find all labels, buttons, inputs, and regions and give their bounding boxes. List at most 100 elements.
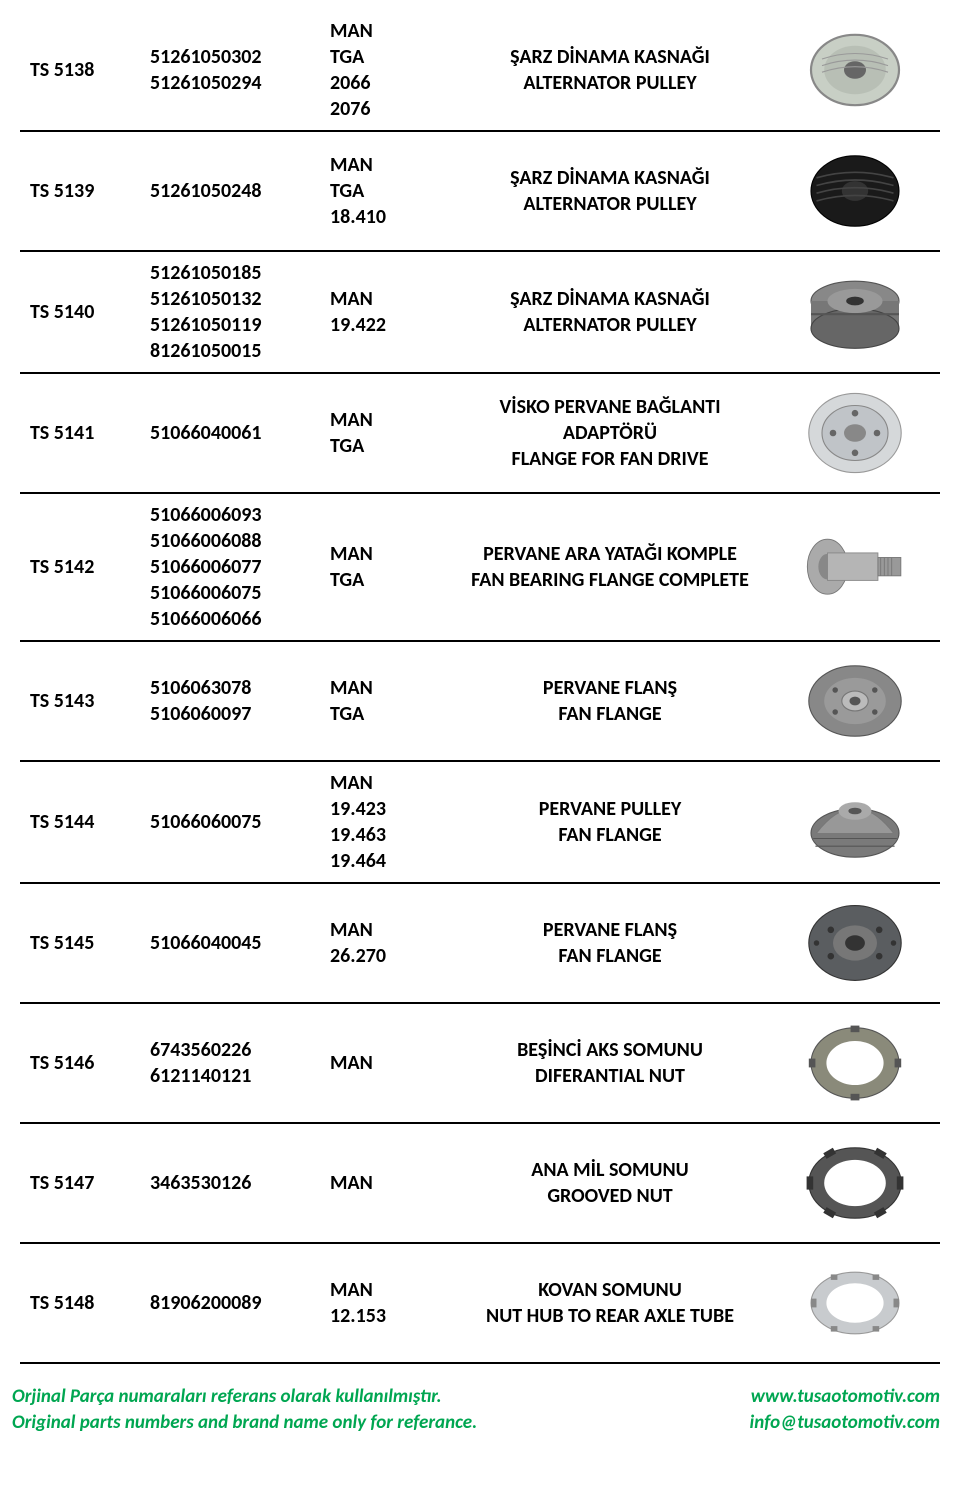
part-image	[800, 267, 910, 357]
vehicle-model: MANTGA	[330, 407, 450, 459]
desc-line: ALTERNATOR PULLEY	[460, 312, 760, 338]
model-line: 19.422	[330, 312, 450, 338]
part-image-cell	[770, 1258, 940, 1348]
part-image	[800, 656, 910, 746]
part-code: TS 5143	[20, 689, 150, 713]
desc-line: PERVANE PULLEY	[460, 796, 760, 822]
oem-number: 6743560226	[150, 1037, 330, 1063]
oem-number: 51066006088	[150, 528, 330, 554]
vehicle-model: MAN	[330, 1050, 450, 1076]
desc-line: ALTERNATOR PULLEY	[460, 191, 760, 217]
desc-line: KOVAN SOMUNU	[460, 1277, 760, 1303]
part-image-cell	[770, 1138, 940, 1228]
model-line: MAN	[330, 407, 450, 433]
part-description: VİSKO PERVANE BAĞLANTIADAPTÖRÜFLANGE FOR…	[450, 394, 770, 472]
table-row: TS 5142510660060935106600608851066006077…	[20, 494, 940, 642]
part-code: TS 5146	[20, 1051, 150, 1075]
model-line: 19.464	[330, 848, 450, 874]
part-image-cell	[770, 25, 940, 115]
oem-numbers: 51066040045	[150, 930, 330, 956]
table-row: TS 514551066040045MAN26.270PERVANE FLANŞ…	[20, 884, 940, 1004]
vehicle-model: MANTGA20662076	[330, 18, 450, 122]
oem-number: 5106060097	[150, 701, 330, 727]
vehicle-model: MAN12.153	[330, 1277, 450, 1329]
table-row: TS 514451066060075MAN19.42319.46319.464P…	[20, 762, 940, 884]
model-line: MAN	[330, 152, 450, 178]
table-row: TS 513951261050248MANTGA18.410ŞARZ DİNAM…	[20, 132, 940, 252]
part-description: ANA MİL SOMUNUGROOVED NUT	[450, 1157, 770, 1209]
oem-numbers: 51066040061	[150, 420, 330, 446]
oem-numbers: 5106600609351066006088510660060775106600…	[150, 502, 330, 632]
desc-line: FAN BEARING FLANGE COMPLETE	[460, 567, 760, 593]
part-code: TS 5148	[20, 1291, 150, 1315]
part-image	[800, 388, 910, 478]
desc-line: GROOVED NUT	[460, 1183, 760, 1209]
desc-line: ŞARZ DİNAMA KASNAĞI	[460, 286, 760, 312]
vehicle-model: MANTGA18.410	[330, 152, 450, 230]
part-image	[800, 1138, 910, 1228]
part-code: TS 5140	[20, 300, 150, 324]
desc-line: PERVANE FLANŞ	[460, 675, 760, 701]
part-code: TS 5139	[20, 179, 150, 203]
model-line: TGA	[330, 567, 450, 593]
oem-number: 3463530126	[150, 1170, 330, 1196]
part-image	[800, 1018, 910, 1108]
part-description: ŞARZ DİNAMA KASNAĞIALTERNATOR PULLEY	[450, 286, 770, 338]
part-description: PERVANE ARA YATAĞI KOMPLEFAN BEARING FLA…	[450, 541, 770, 593]
vehicle-model: MANTGA	[330, 675, 450, 727]
desc-line: NUT HUB TO REAR AXLE TUBE	[460, 1303, 760, 1329]
model-line: TGA	[330, 701, 450, 727]
part-image-cell	[770, 1018, 940, 1108]
oem-number: 51066040061	[150, 420, 330, 446]
desc-line: VİSKO PERVANE BAĞLANTI	[460, 394, 760, 420]
model-line: MAN	[330, 18, 450, 44]
vehicle-model: MAN	[330, 1170, 450, 1196]
part-description: PERVANE PULLEYFAN FLANGE	[450, 796, 770, 848]
oem-number: 51261050132	[150, 286, 330, 312]
part-image	[800, 1258, 910, 1348]
footer-contact-line: www.tusaotomotiv.com	[750, 1384, 940, 1410]
part-description: KOVAN SOMUNUNUT HUB TO REAR AXLE TUBE	[450, 1277, 770, 1329]
oem-numbers: 5126105018551261050132512610501198126105…	[150, 260, 330, 364]
desc-line: FLANGE FOR FAN DRIVE	[460, 446, 760, 472]
model-line: MAN	[330, 917, 450, 943]
oem-number: 51066006077	[150, 554, 330, 580]
model-line: TGA	[330, 433, 450, 459]
desc-line: FAN FLANGE	[460, 822, 760, 848]
oem-numbers: 81906200089	[150, 1290, 330, 1316]
table-row: TS 5140512610501855126105013251261050119…	[20, 252, 940, 374]
table-row: TS 514151066040061MANTGAVİSKO PERVANE BA…	[20, 374, 940, 494]
part-image	[800, 777, 910, 867]
oem-number: 5106063078	[150, 675, 330, 701]
oem-number: 51261050119	[150, 312, 330, 338]
model-line: TGA	[330, 178, 450, 204]
part-description: ŞARZ DİNAMA KASNAĞIALTERNATOR PULLEY	[450, 165, 770, 217]
part-image-cell	[770, 656, 940, 746]
oem-number: 51066040045	[150, 930, 330, 956]
desc-line: PERVANE FLANŞ	[460, 917, 760, 943]
model-line: 19.463	[330, 822, 450, 848]
vehicle-model: MAN26.270	[330, 917, 450, 969]
part-description: ŞARZ DİNAMA KASNAĞIALTERNATOR PULLEY	[450, 44, 770, 96]
model-line: 12.153	[330, 1303, 450, 1329]
model-line: MAN	[330, 286, 450, 312]
table-row: TS 514667435602266121140121MANBEŞİNCİ AK…	[20, 1004, 940, 1124]
model-line: MAN	[330, 770, 450, 796]
footer-disclaimer: Orjinal Parça numaraları referans olarak…	[12, 1384, 477, 1435]
part-description: BEŞİNCİ AKS SOMUNUDIFERANTIAL NUT	[450, 1037, 770, 1089]
desc-line: ALTERNATOR PULLEY	[460, 70, 760, 96]
oem-numbers: 67435602266121140121	[150, 1037, 330, 1089]
model-line: 2076	[330, 96, 450, 122]
desc-line: ANA MİL SOMUNU	[460, 1157, 760, 1183]
part-image	[800, 146, 910, 236]
model-line: 19.423	[330, 796, 450, 822]
oem-number: 51066006075	[150, 580, 330, 606]
page-footer: Orjinal Parça numaraları referans olarak…	[12, 1384, 940, 1435]
oem-number: 6121140121	[150, 1063, 330, 1089]
vehicle-model: MANTGA	[330, 541, 450, 593]
table-row: TS 51385126105030251261050294MANTGA20662…	[20, 10, 940, 132]
oem-numbers: 3463530126	[150, 1170, 330, 1196]
desc-line: PERVANE ARA YATAĞI KOMPLE	[460, 541, 760, 567]
part-description: PERVANE FLANŞFAN FLANGE	[450, 917, 770, 969]
desc-line: DIFERANTIAL NUT	[460, 1063, 760, 1089]
